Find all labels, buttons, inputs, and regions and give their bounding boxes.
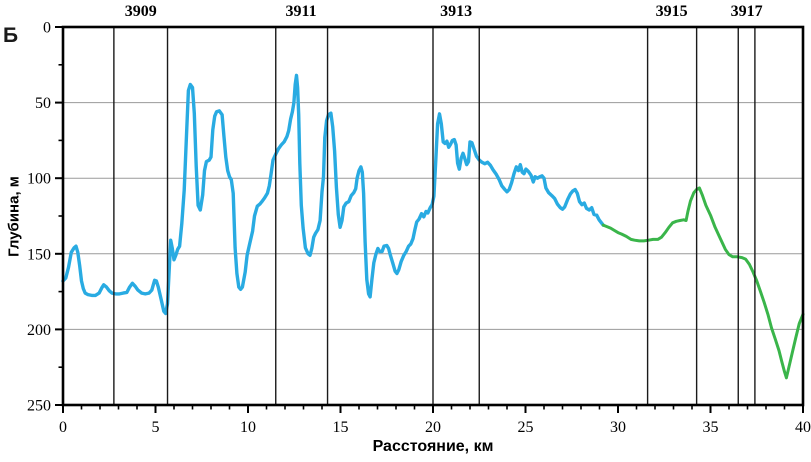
y-tick-label: 0 [43,20,51,37]
section-label: 3917 [731,3,763,20]
x-tick-label: 10 [240,419,256,436]
y-tick-label: 200 [27,322,51,339]
y-tick-label: 100 [27,171,51,188]
x-tick-label: 15 [333,419,349,436]
x-axis-title: Расстояние, км [372,438,494,455]
y-tick-label: 150 [27,246,51,263]
section-label: 3915 [656,3,688,20]
section-label: 3911 [286,3,317,20]
section-label: 3909 [125,3,157,20]
y-tick-label: 250 [27,398,51,415]
x-tick-label: 20 [425,419,441,436]
x-tick-label: 25 [518,419,534,436]
x-tick-label: 0 [59,419,67,436]
x-tick-label: 40 [795,419,811,436]
y-tick-label: 50 [35,95,51,112]
series-segment-green [601,186,805,380]
x-tick-label: 35 [703,419,719,436]
x-tick-label: 30 [610,419,626,436]
panel-label: Б [3,24,19,47]
section-label: 3913 [440,3,472,20]
series-segment-blue [61,73,605,316]
y-axis-title: Глубина, м [5,176,23,257]
x-tick-label: 5 [152,419,160,436]
